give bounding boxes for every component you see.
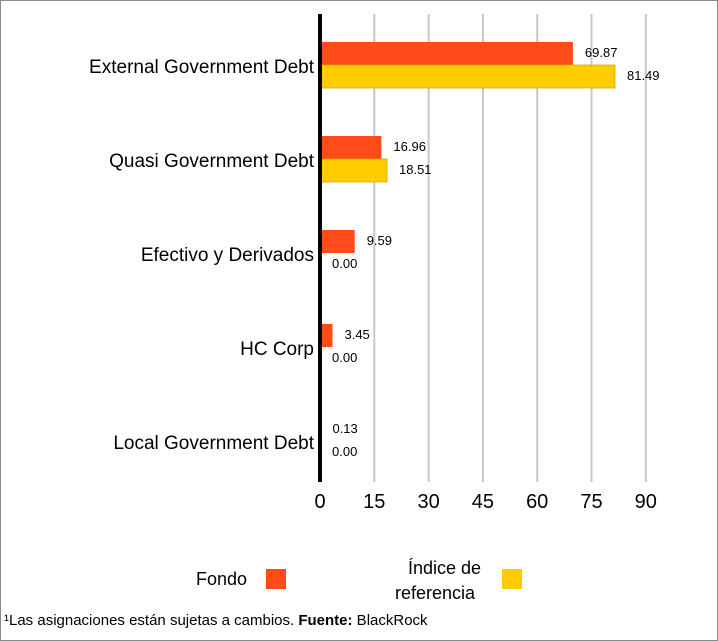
x-tick-label-75: 75: [580, 491, 602, 513]
footnote-source-label: Fuente:: [298, 612, 353, 629]
bar-indice-2: [319, 158, 388, 183]
category-label-5: Local Government Debt: [113, 433, 314, 454]
category-label-3: Efectivo y Derivados: [141, 245, 314, 266]
bar-fondo-1: [320, 42, 573, 65]
x-tick-label-15: 15: [363, 491, 385, 513]
legend-label-indice-line2: referencia: [395, 583, 476, 603]
legend-label-indice-line1: Índice de: [408, 558, 482, 578]
legend-swatch-indice: [502, 569, 522, 589]
legend-label-fondo: Fondo: [196, 569, 248, 589]
value-label-fondo-5: 0.13: [332, 421, 357, 436]
footnote-superscript: ¹: [4, 612, 9, 629]
bar-indice-1: [319, 64, 616, 89]
x-tick-label-0: 0: [314, 491, 325, 513]
footnote-source-value: BlackRock: [352, 612, 428, 629]
value-label-indice-2: 18.51: [399, 162, 432, 177]
category-label-1: External Government Debt: [89, 57, 315, 78]
value-label-indice-5: 0.00: [332, 444, 357, 459]
footnote-text: Las asignaciones están sujetas a cambios…: [9, 612, 299, 629]
value-label-fondo-3: 9.59: [367, 233, 392, 248]
value-label-indice-3: 0.00: [332, 256, 357, 271]
x-tick-label-30: 30: [417, 491, 439, 513]
legend-swatch-fondo: [266, 569, 286, 589]
value-label-fondo-4: 3.45: [344, 327, 369, 342]
bar-fondo-2: [320, 136, 382, 159]
value-label-fondo-2: 16.96: [393, 139, 426, 154]
value-label-indice-4: 0.00: [332, 350, 357, 365]
footnote: ¹Las asignaciones están sujetas a cambio…: [4, 612, 428, 629]
x-tick-label-60: 60: [526, 491, 548, 513]
value-label-indice-1: 81.49: [627, 68, 660, 83]
x-tick-label-90: 90: [635, 491, 657, 513]
x-tick-label-45: 45: [472, 491, 494, 513]
bar-fondo-4: [320, 324, 333, 347]
category-label-4: HC Corp: [240, 339, 314, 360]
category-label-2: Quasi Government Debt: [109, 151, 315, 172]
value-label-fondo-1: 69.87: [585, 45, 618, 60]
bar-fondo-3: [320, 230, 355, 253]
